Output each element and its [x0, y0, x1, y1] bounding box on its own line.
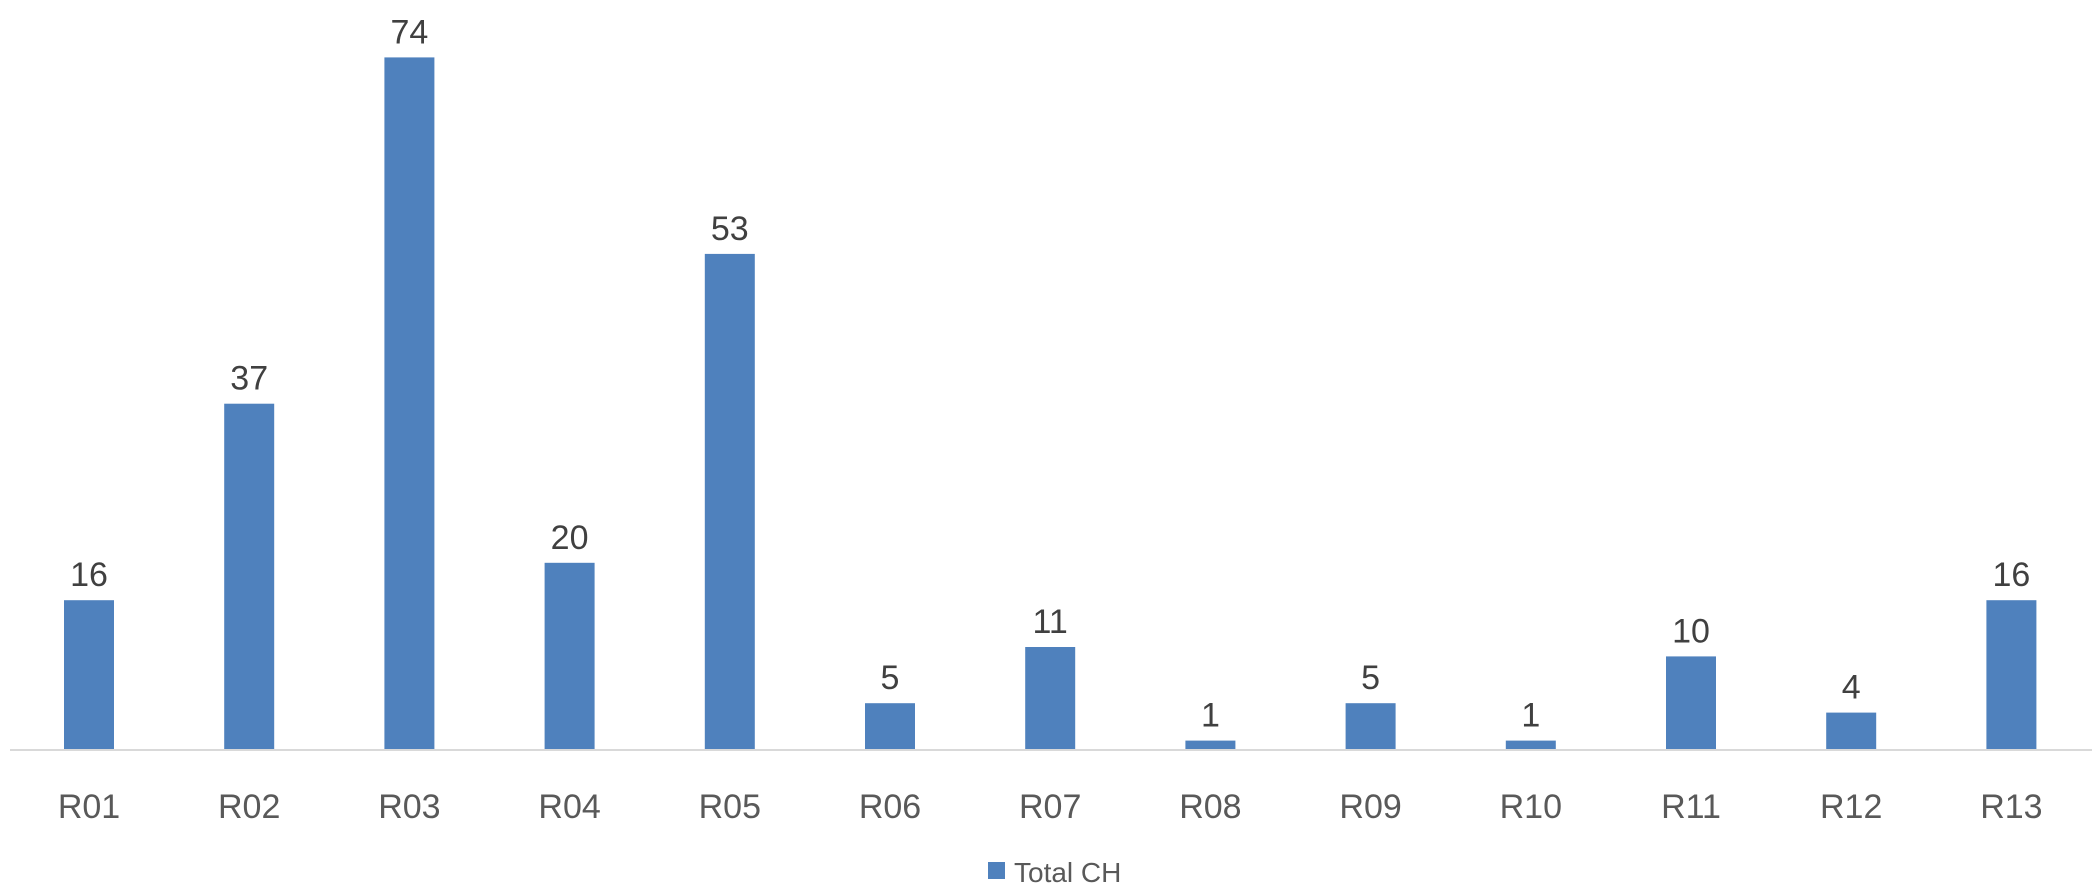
- bar-r07: [1025, 647, 1076, 750]
- data-label-r05: 53: [711, 210, 749, 248]
- bar-r10: [1505, 740, 1556, 750]
- bars-group: [64, 57, 2037, 750]
- bar-r11: [1666, 656, 1716, 750]
- x-tick-label-r11: R11: [1661, 788, 1721, 826]
- x-tick-label-r09: R09: [1339, 788, 1401, 826]
- x-tick-label-r04: R04: [538, 788, 600, 826]
- x-tick-label-r13: R13: [1980, 788, 2042, 826]
- legend: Total CH: [988, 857, 1121, 888]
- x-tick-label-r07: R07: [1019, 788, 1081, 826]
- data-label-r04: 20: [551, 519, 589, 557]
- bar-r13: [1986, 600, 2037, 750]
- x-tick-labels-group: R01 R02 R03 R04 R05 R06 R07 R08 R09 R10 R11 R12 R13: [58, 788, 2043, 826]
- x-tick-label-r03: R03: [378, 788, 440, 826]
- bar-r08: [1185, 740, 1236, 750]
- bar-r04: [544, 562, 595, 750]
- data-label-r11: 10: [1672, 612, 1710, 650]
- bar-r09: [1345, 703, 1396, 750]
- x-tick-label-r12: R12: [1820, 788, 1882, 826]
- bar-r02: [224, 403, 275, 750]
- data-label-r10: 1: [1521, 697, 1540, 735]
- x-tick-label-r06: R06: [859, 788, 921, 826]
- legend-swatch: [988, 862, 1005, 879]
- bar-r06: [865, 703, 915, 750]
- data-label-r08: 1: [1201, 697, 1220, 735]
- data-label-r12: 4: [1842, 669, 1861, 707]
- data-label-r03: 74: [390, 13, 428, 51]
- x-tick-label-r05: R05: [699, 788, 761, 826]
- bar-r03: [384, 57, 435, 750]
- data-label-r01: 16: [70, 556, 108, 594]
- x-tick-label-r02: R02: [218, 788, 280, 826]
- data-label-r07: 11: [1033, 603, 1068, 641]
- bar-r12: [1826, 712, 1877, 750]
- x-tick-label-r01: R01: [58, 788, 120, 826]
- x-tick-label-r08: R08: [1179, 788, 1241, 826]
- bar-r05: [704, 253, 755, 750]
- data-label-r13: 16: [1992, 556, 2030, 594]
- x-tick-label-r10: R10: [1500, 788, 1562, 826]
- bar-r01: [64, 600, 114, 750]
- data-label-r06: 5: [881, 659, 900, 697]
- data-label-r09: 5: [1361, 659, 1380, 697]
- data-label-r02: 37: [230, 360, 268, 398]
- legend-label: Total CH: [1014, 857, 1121, 888]
